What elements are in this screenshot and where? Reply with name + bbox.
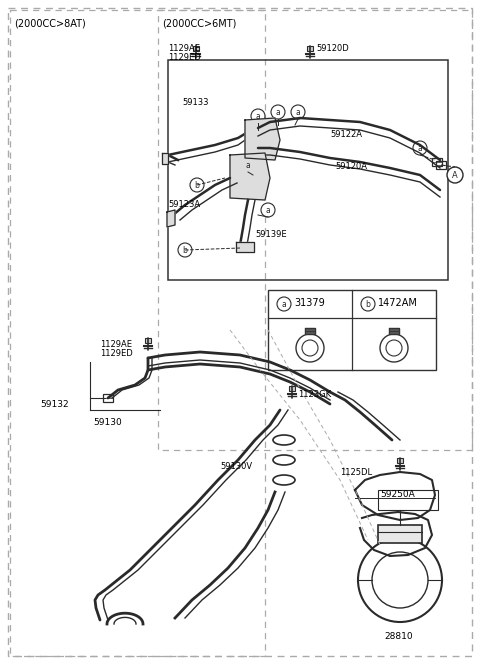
Text: a: a: [256, 112, 260, 120]
Bar: [436, 161, 446, 169]
Text: 1472AM: 1472AM: [378, 298, 418, 308]
Text: b: b: [366, 299, 371, 309]
Text: 31379: 31379: [294, 298, 325, 308]
Circle shape: [261, 203, 275, 217]
Circle shape: [447, 167, 463, 183]
Bar: [168, 60, 448, 280]
Text: 59120D: 59120D: [316, 44, 349, 53]
Polygon shape: [305, 328, 315, 334]
Text: 1129AE: 1129AE: [168, 44, 200, 53]
Text: 59132: 59132: [40, 400, 69, 409]
Polygon shape: [389, 328, 399, 334]
Text: 1123GK: 1123GK: [298, 390, 331, 399]
Bar: [289, 386, 295, 391]
Text: a: a: [296, 108, 300, 116]
Text: A: A: [452, 171, 458, 179]
Polygon shape: [245, 118, 280, 160]
Circle shape: [277, 297, 291, 311]
Text: 59250A: 59250A: [380, 490, 415, 499]
Circle shape: [413, 141, 427, 155]
Text: 1129AE: 1129AE: [100, 340, 132, 349]
Polygon shape: [230, 153, 270, 200]
Bar: [103, 394, 113, 402]
Text: a: a: [265, 205, 270, 214]
Text: 59130V: 59130V: [220, 462, 252, 471]
Circle shape: [190, 178, 204, 192]
Bar: [397, 458, 403, 463]
Circle shape: [271, 105, 285, 119]
Text: 59133: 59133: [182, 98, 208, 107]
Bar: [158, 10, 472, 450]
Text: a: a: [276, 108, 280, 116]
Text: 1125DL: 1125DL: [340, 468, 372, 477]
Text: 59130: 59130: [93, 418, 122, 427]
Polygon shape: [167, 210, 175, 227]
Bar: [378, 525, 422, 543]
Text: 1129ED: 1129ED: [100, 349, 133, 358]
Bar: [145, 338, 151, 343]
Text: 59139E: 59139E: [255, 230, 287, 239]
Circle shape: [178, 243, 192, 257]
Text: 59122A: 59122A: [330, 130, 362, 139]
Circle shape: [251, 109, 265, 123]
Polygon shape: [162, 153, 168, 164]
Text: b: b: [194, 181, 199, 189]
Text: 59123A: 59123A: [168, 200, 200, 209]
Text: 1129ED: 1129ED: [168, 53, 201, 62]
Bar: [432, 158, 442, 166]
Text: b: b: [182, 246, 187, 254]
Bar: [268, 290, 436, 370]
Text: a: a: [246, 161, 251, 169]
Text: a: a: [282, 299, 287, 309]
Bar: [10, 10, 265, 656]
Polygon shape: [236, 242, 254, 252]
Bar: [193, 46, 199, 51]
Bar: [307, 46, 313, 51]
Circle shape: [361, 297, 375, 311]
Text: 28810: 28810: [384, 632, 413, 641]
Circle shape: [241, 158, 255, 172]
Text: 59120A: 59120A: [335, 162, 367, 171]
Circle shape: [291, 105, 305, 119]
Text: (2000CC>8AT): (2000CC>8AT): [14, 18, 86, 28]
Text: a: a: [418, 143, 422, 153]
Text: (2000CC>6MT): (2000CC>6MT): [162, 18, 236, 28]
Bar: [378, 490, 438, 510]
